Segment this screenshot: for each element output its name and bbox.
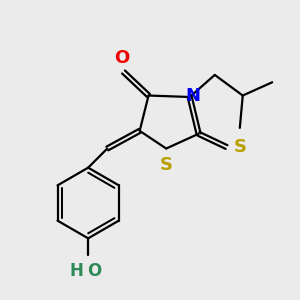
Text: H: H bbox=[70, 262, 84, 280]
Text: S: S bbox=[234, 138, 247, 156]
Text: O: O bbox=[87, 262, 101, 280]
Text: N: N bbox=[186, 86, 201, 104]
Text: O: O bbox=[114, 49, 130, 67]
Text: S: S bbox=[160, 156, 173, 174]
